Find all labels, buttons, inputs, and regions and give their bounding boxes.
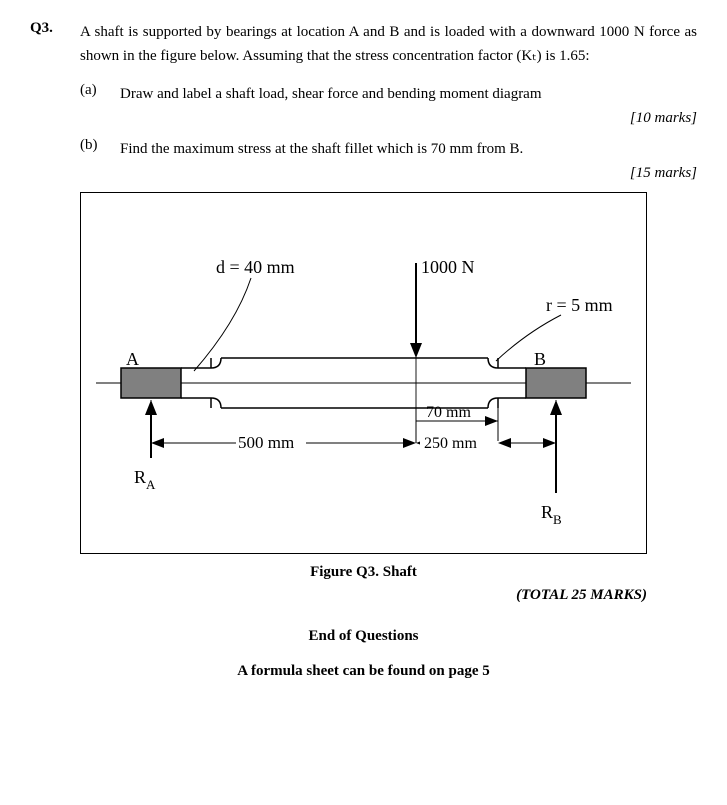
shaft-diagram-svg: 1000 N d = 40 mm r = 5 mm A B RA RB 500 … (81, 193, 646, 553)
RA-label: RA (134, 467, 156, 492)
dim-250: 250 mm (424, 435, 477, 452)
r-label: r = 5 mm (546, 295, 613, 315)
part-a: (a) Draw and label a shaft load, shear f… (80, 82, 697, 106)
total-marks: (TOTAL 25 MARKS) (30, 587, 647, 604)
part-b: (b) Find the maximum stress at the shaft… (80, 137, 697, 161)
dim-500: 500 mm (238, 433, 294, 452)
formula-sheet-note: A formula sheet can be found on page 5 (30, 663, 697, 680)
part-a-marks: [10 marks] (80, 110, 697, 127)
question-text: A shaft is supported by bearings at loca… (80, 20, 697, 68)
question-parts: (a) Draw and label a shaft load, shear f… (80, 82, 697, 182)
part-b-text: Find the maximum stress at the shaft fil… (120, 137, 697, 161)
dim-70: 70 mm (426, 404, 471, 421)
part-a-label: (a) (80, 82, 120, 106)
end-of-questions: End of Questions (30, 628, 697, 645)
force-label: 1000 N (421, 257, 475, 277)
d-label: d = 40 mm (216, 257, 295, 277)
part-b-label: (b) (80, 137, 120, 161)
question-header: Q3. A shaft is supported by bearings at … (30, 20, 697, 68)
label-A: A (126, 349, 139, 369)
RB-label: RB (541, 502, 562, 527)
label-B: B (534, 349, 546, 369)
part-a-text: Draw and label a shaft load, shear force… (120, 82, 697, 106)
figure-frame: 1000 N d = 40 mm r = 5 mm A B RA RB 500 … (80, 192, 647, 554)
part-b-marks: [15 marks] (80, 165, 697, 182)
question-number: Q3. (30, 20, 80, 37)
figure-caption: Figure Q3. Shaft (30, 564, 697, 581)
